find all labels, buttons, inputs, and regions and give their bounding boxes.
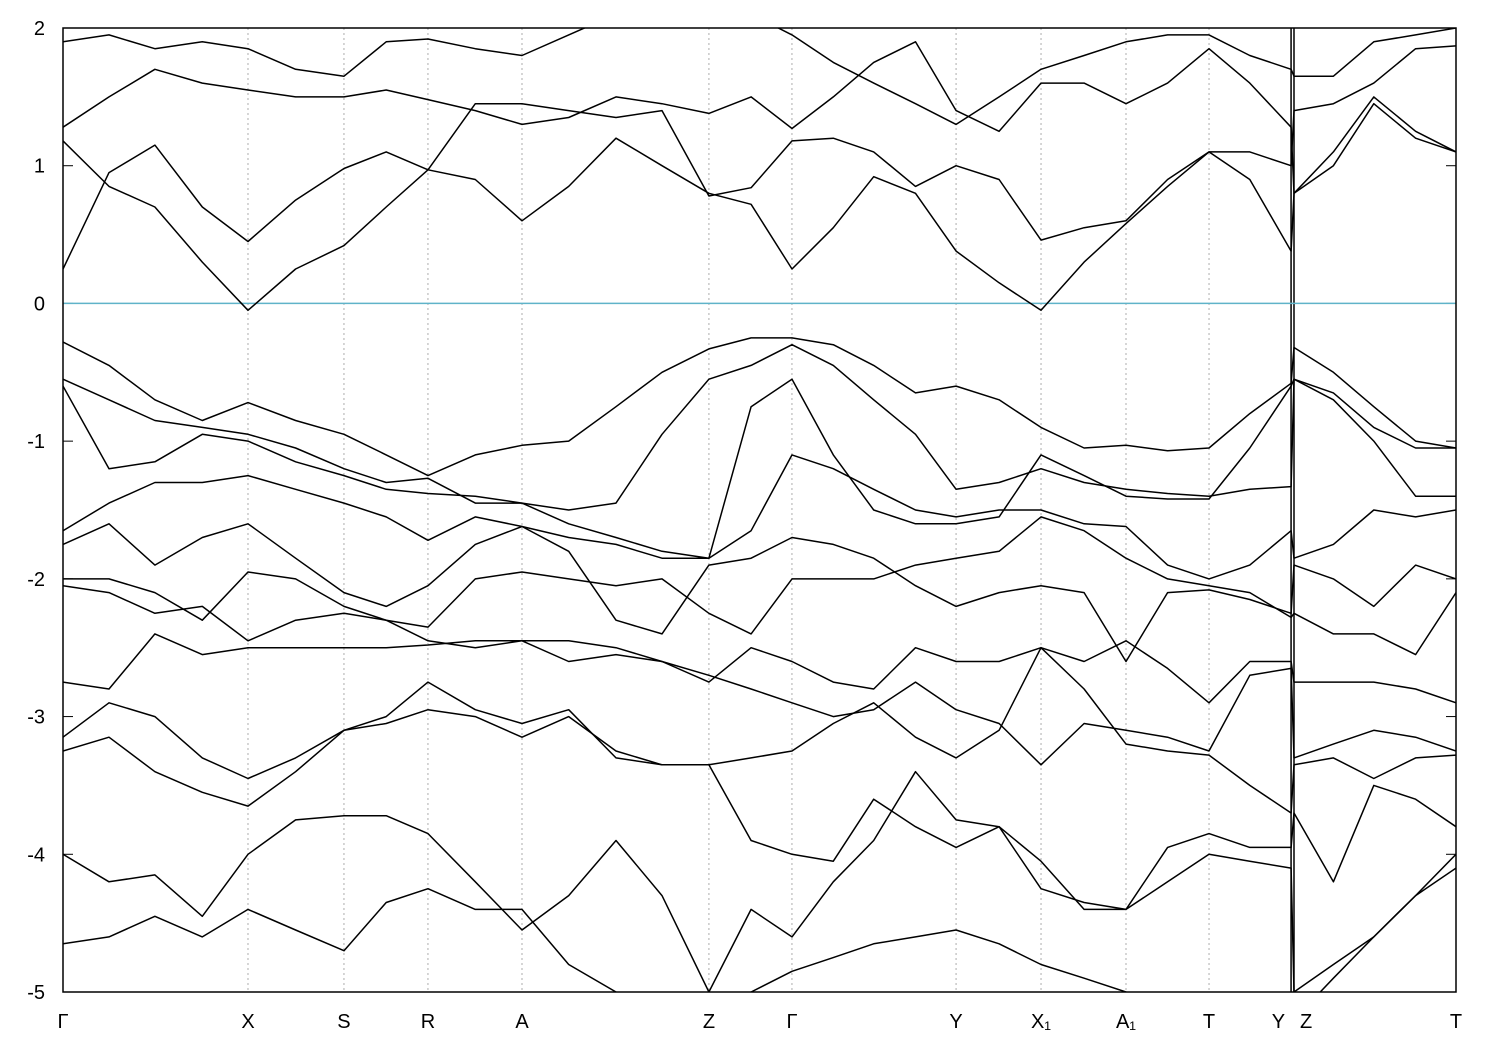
band-line xyxy=(63,343,1456,511)
band-line xyxy=(63,708,1456,911)
y-tick-label: 2 xyxy=(34,18,45,40)
band-line xyxy=(63,523,1456,663)
x-tick-label: Y xyxy=(949,1011,962,1033)
y-tick-label: 1 xyxy=(34,156,45,178)
band-line xyxy=(63,28,1456,126)
band-line xyxy=(63,454,1456,580)
y-tick-label: -1 xyxy=(27,431,45,453)
band-line xyxy=(63,337,1456,477)
band-line xyxy=(63,96,1456,312)
x-tick-label: Γ xyxy=(57,1011,68,1033)
y-tick-label: -4 xyxy=(27,844,45,866)
y-tick-label: -3 xyxy=(27,707,45,729)
y-tick-label: -5 xyxy=(27,982,45,1004)
x-tick-label: T xyxy=(1203,1011,1215,1033)
x-tick-label: Y xyxy=(1272,1011,1285,1033)
x-tick-label: X₁ xyxy=(1031,1011,1051,1033)
x-tick-label: X xyxy=(241,1011,254,1033)
x-tick-label: Z xyxy=(1300,1011,1312,1033)
y-tick-label: -2 xyxy=(27,569,45,591)
y-tick-label: 0 xyxy=(34,293,45,315)
x-tick-label: Z xyxy=(703,1011,715,1033)
band-line xyxy=(63,770,1456,992)
band-line xyxy=(63,584,1456,704)
band-line xyxy=(63,41,1456,195)
x-tick-label: S xyxy=(337,1011,350,1033)
x-tick-label: T xyxy=(1450,1011,1462,1033)
band-line xyxy=(63,646,1456,814)
plot-frame xyxy=(62,27,1457,993)
band-line xyxy=(63,867,1456,992)
x-tick-label: R xyxy=(421,1011,435,1033)
band-line xyxy=(63,633,1456,766)
x-tick-label: A xyxy=(515,1011,529,1033)
band-line xyxy=(63,45,1456,270)
band-layer xyxy=(63,28,1456,992)
x-tick-label: A₁ xyxy=(1116,1011,1136,1033)
x-tick-label: Γ xyxy=(786,1011,797,1033)
band-line xyxy=(63,378,1456,559)
band-line xyxy=(63,516,1456,656)
